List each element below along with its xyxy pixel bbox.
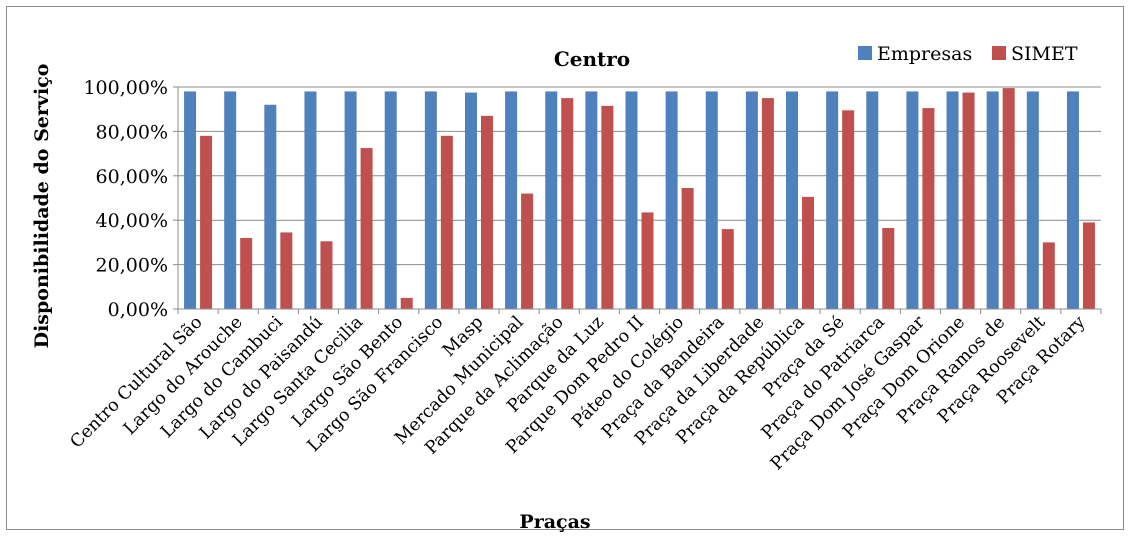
bar-empresas-6 [424, 91, 437, 309]
bar-empresas-20 [986, 91, 999, 309]
bar-simet-1 [240, 237, 253, 309]
bar-simet-2 [280, 232, 293, 309]
bar-simet-14 [761, 98, 774, 309]
y-tick-label: 100,00% [83, 77, 168, 99]
legend-label-simet: SIMET [1011, 43, 1078, 65]
y-tick-label: 60,00% [96, 166, 168, 188]
bar-simet-5 [400, 297, 413, 309]
bar-empresas-22 [1066, 91, 1079, 309]
y-tick-label: 80,00% [96, 121, 168, 143]
x-axis-label: Praças [519, 511, 590, 533]
bar-simet-15 [802, 196, 815, 309]
bar-simet-0 [200, 135, 213, 309]
bar-empresas-13 [705, 91, 718, 309]
bar-simet-22 [1082, 222, 1095, 309]
bar-simet-12 [681, 188, 694, 309]
axes [177, 87, 1102, 314]
bar-simet-20 [1002, 88, 1015, 309]
bar-simet-4 [360, 148, 373, 309]
y-axis-ticks: 0,00% 20,00% 40,00% 60,00% 80,00% 100,00% [83, 77, 178, 321]
bar-empresas-3 [304, 91, 317, 309]
bar-simet-6 [440, 135, 453, 309]
bar-empresas-5 [384, 91, 397, 309]
legend: Empresas SIMET [858, 43, 1078, 65]
bar-empresas-14 [745, 91, 758, 309]
bar-empresas-8 [505, 91, 518, 309]
y-axis-label: Disponibilidade do Serviço [31, 64, 53, 349]
y-tick-label: 0,00% [108, 299, 168, 321]
bar-simet-9 [561, 98, 574, 309]
bar-simet-18 [922, 108, 935, 309]
bar-simet-7 [480, 115, 493, 309]
bar-empresas-21 [1026, 91, 1039, 309]
bar-empresas-9 [545, 91, 558, 309]
bar-simet-17 [882, 227, 895, 309]
bar-empresas-12 [665, 91, 678, 309]
bar-empresas-15 [786, 91, 799, 309]
bar-simet-10 [601, 105, 614, 310]
y-tick-label: 20,00% [96, 255, 168, 277]
bar-empresas-0 [184, 91, 197, 309]
y-tick-label: 40,00% [96, 210, 168, 232]
bar-simet-8 [521, 193, 534, 309]
bar-empresas-1 [224, 91, 237, 309]
bar-simet-13 [721, 229, 734, 309]
legend-swatch-empresas [858, 46, 872, 60]
bar-simet-21 [1042, 242, 1055, 309]
bar-empresas-18 [906, 91, 919, 309]
chart-title: Centro [554, 47, 630, 71]
bar-empresas-10 [585, 91, 598, 309]
bar-empresas-2 [264, 104, 277, 309]
bar-simet-11 [641, 212, 654, 309]
legend-label-empresas: Empresas [877, 43, 972, 65]
bar-empresas-7 [464, 92, 477, 309]
bar-simet-3 [320, 241, 333, 309]
bar-empresas-19 [946, 91, 959, 309]
bar-simet-16 [842, 110, 855, 309]
bar-empresas-4 [344, 91, 357, 309]
bar-simet-19 [962, 92, 975, 309]
bars [184, 88, 1095, 310]
bar-empresas-16 [826, 91, 839, 309]
bar-empresas-11 [625, 91, 638, 309]
legend-swatch-simet [992, 46, 1006, 60]
bar-empresas-17 [866, 91, 879, 309]
